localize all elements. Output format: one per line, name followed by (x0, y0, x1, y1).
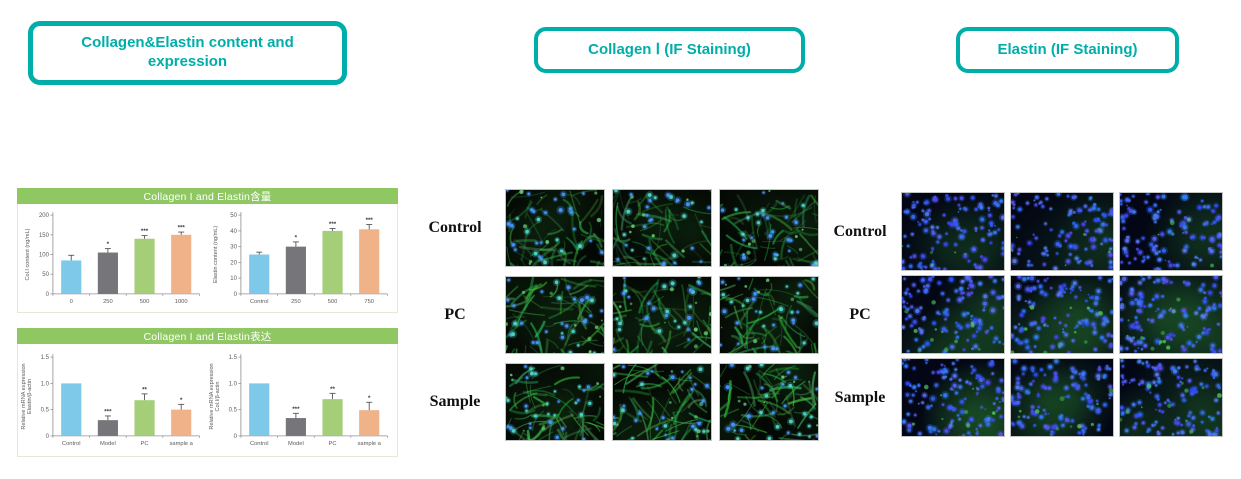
svg-text:250: 250 (103, 299, 113, 305)
row-label-control: Control (833, 222, 887, 240)
row-label-control: Control (428, 219, 482, 236)
svg-text:***: *** (365, 217, 373, 224)
svg-text:***: *** (141, 228, 149, 235)
svg-text:0: 0 (70, 299, 73, 305)
svg-text:50: 50 (230, 213, 237, 219)
elastin-if-image-sample-2 (1010, 358, 1114, 437)
collagen-if-grid (505, 189, 819, 441)
svg-text:500: 500 (140, 299, 150, 305)
svg-text:*: * (294, 234, 297, 241)
collagen-if-image-sample-3 (719, 363, 819, 441)
svg-text:0: 0 (233, 434, 237, 440)
elastin-if-image-pc-3 (1119, 275, 1223, 354)
panel-title: Collagen I and Elastin表达 (17, 328, 398, 344)
section-header-label: Elastin (IF Staining) (997, 40, 1138, 58)
svg-text:*: * (367, 395, 370, 402)
collagen-if-image-sample-1 (505, 363, 605, 441)
collagen-if-image-pc-1 (505, 276, 605, 354)
elastin-if-row-labels: Control PC Sample (824, 192, 896, 437)
row-label-pc: PC (849, 305, 871, 323)
svg-text:Model: Model (288, 441, 304, 447)
panel-title: Collagen I and Elastin含量 (17, 188, 398, 204)
svg-text:500: 500 (327, 299, 337, 305)
svg-text:0: 0 (233, 292, 237, 298)
row-label-sample: Sample (429, 393, 481, 410)
elastin-if-image-pc-1 (901, 275, 1005, 354)
elastin-if-image-control-2 (1010, 192, 1114, 271)
section-header-collagen-if: Collagen Ⅰ (IF Staining) (534, 27, 805, 73)
svg-text:100: 100 (39, 253, 50, 259)
panel-expression: Collagen I and Elastin表达 0 0.5 1.0 1.5 Contr… (17, 328, 398, 457)
svg-text:30: 30 (230, 245, 237, 251)
bar-chart-colI-content: 0 50 100 150 200 0 * 250 *** 500 *** 1000 Col.I cont… (20, 205, 208, 311)
svg-text:Relative mRNA expressionCol.I/: Relative mRNA expressionCol.I/β-actin (208, 363, 220, 429)
svg-text:sample a: sample a (169, 441, 193, 447)
svg-text:40: 40 (230, 229, 237, 235)
svg-text:***: *** (104, 408, 112, 415)
svg-text:1.5: 1.5 (41, 355, 50, 361)
svg-text:*: * (107, 241, 110, 248)
row-label-sample: Sample (834, 388, 886, 406)
elastin-if-image-control-1 (901, 192, 1005, 271)
svg-text:50: 50 (42, 272, 49, 278)
svg-text:**: ** (330, 386, 335, 393)
bar-chart-colI-mrna: 0 0.5 1.0 1.5 Control *** Model ** PC * sample a Re… (208, 345, 396, 455)
svg-text:PC: PC (141, 441, 149, 447)
elastin-if-image-control-3 (1119, 192, 1223, 271)
svg-text:1000: 1000 (175, 299, 188, 305)
svg-text:Col.I content (ng/mL): Col.I content (ng/mL) (25, 228, 31, 280)
collagen-if-row-labels: Control PC Sample (408, 189, 502, 441)
svg-text:Elastin content (ng/mL): Elastin content (ng/mL) (212, 226, 218, 284)
svg-text:sample a: sample a (357, 441, 381, 447)
svg-text:***: *** (328, 221, 336, 228)
elastin-if-image-pc-2 (1010, 275, 1114, 354)
svg-text:0.5: 0.5 (228, 408, 237, 414)
svg-text:1.5: 1.5 (228, 355, 237, 361)
svg-text:0: 0 (46, 434, 50, 440)
svg-text:***: *** (178, 225, 186, 232)
section-header-label: Collagen&Elastin content and expression (81, 34, 294, 70)
bar-chart-elastin-mrna: 0 0.5 1.0 1.5 Control *** Model ** PC * sample a Re… (20, 345, 208, 455)
svg-text:PC: PC (328, 441, 336, 447)
svg-text:Control: Control (249, 441, 268, 447)
svg-text:20: 20 (230, 260, 237, 266)
svg-text:Control: Control (249, 299, 268, 305)
elastin-if-image-sample-3 (1119, 358, 1223, 437)
svg-text:200: 200 (39, 213, 50, 219)
collagen-if-image-control-1 (505, 189, 605, 267)
svg-text:*: * (180, 397, 183, 404)
svg-text:0.5: 0.5 (41, 408, 50, 414)
svg-text:10: 10 (230, 276, 237, 282)
svg-text:1.0: 1.0 (228, 381, 237, 387)
svg-text:1.0: 1.0 (41, 381, 50, 387)
section-header-content-expression: Collagen&Elastin content and expression (28, 21, 347, 85)
panel-body: 0 0.5 1.0 1.5 Control *** Model ** PC * sample a Re… (17, 344, 398, 457)
svg-text:0: 0 (46, 292, 50, 298)
svg-text:Relative mRNA expressionElasti: Relative mRNA expressionElastin/β-actin (21, 363, 33, 429)
section-header-label: Collagen Ⅰ (IF Staining) (588, 40, 751, 58)
bar-chart-elastin-content: 0 10 20 30 40 50 Control * 250 *** 500 *** 750 Elasti… (208, 205, 396, 311)
elastin-if-grid (901, 192, 1223, 437)
collagen-if-image-pc-2 (612, 276, 712, 354)
svg-text:Model: Model (100, 441, 116, 447)
collagen-if-image-pc-3 (719, 276, 819, 354)
svg-text:250: 250 (291, 299, 301, 305)
svg-text:Control: Control (62, 441, 81, 447)
collagen-if-image-sample-2 (612, 363, 712, 441)
row-label-pc: PC (444, 306, 466, 323)
panel-content: Collagen I and Elastin含量 0 50 100 150 200 0 * 2… (17, 188, 398, 313)
svg-text:750: 750 (364, 299, 374, 305)
svg-text:***: *** (292, 406, 300, 413)
collagen-if-image-control-2 (612, 189, 712, 267)
elastin-if-image-sample-1 (901, 358, 1005, 437)
svg-text:**: ** (142, 386, 147, 393)
section-header-elastin-if: Elastin (IF Staining) (956, 27, 1179, 73)
collagen-if-image-control-3 (719, 189, 819, 267)
panel-body: 0 50 100 150 200 0 * 250 *** 500 *** 1000 Col.I cont… (17, 204, 398, 313)
svg-text:150: 150 (39, 233, 50, 239)
